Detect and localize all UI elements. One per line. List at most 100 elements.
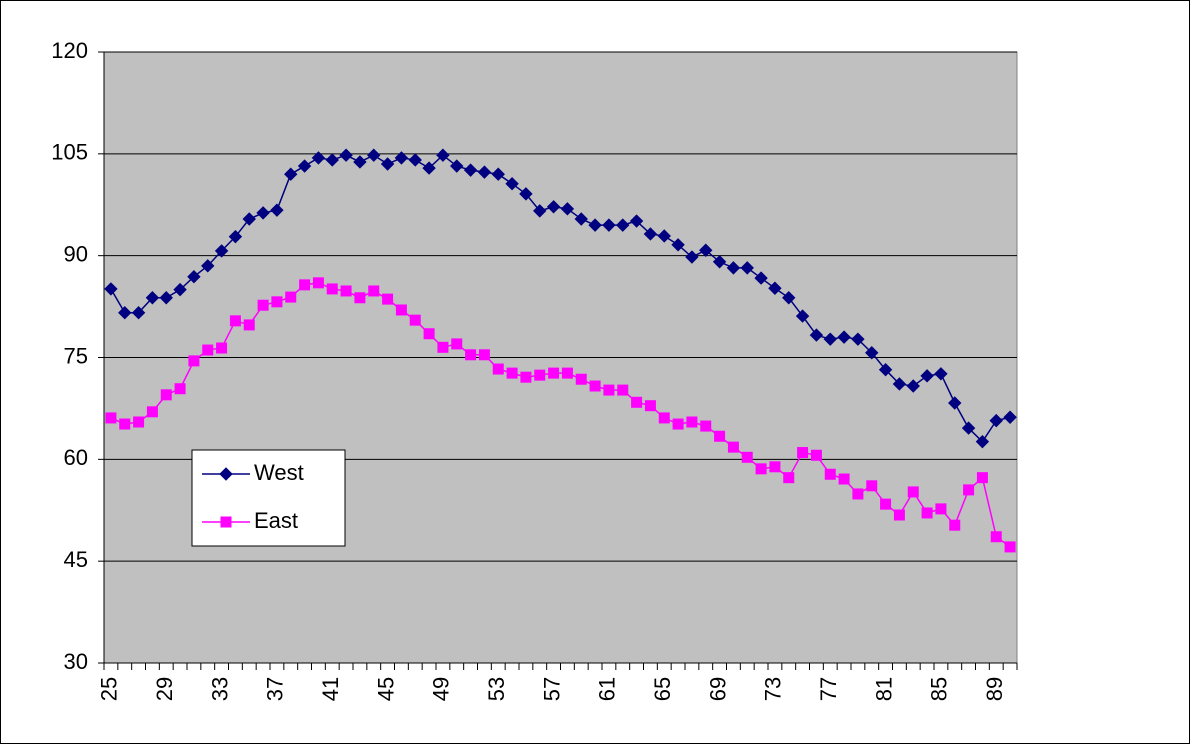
data-point xyxy=(256,206,270,220)
data-point xyxy=(961,421,976,435)
data-point xyxy=(643,227,658,241)
data-point xyxy=(560,202,575,216)
data-point xyxy=(422,161,436,175)
data-point xyxy=(188,355,200,367)
data-point xyxy=(989,413,1003,428)
data-point xyxy=(783,472,795,484)
x-tick-label: 81 xyxy=(871,677,896,701)
data-point xyxy=(686,416,698,428)
data-point xyxy=(173,282,187,297)
y-tick-label: 75 xyxy=(64,343,88,368)
data-point xyxy=(963,484,975,496)
data-point xyxy=(920,369,934,383)
data-point xyxy=(270,203,284,217)
data-point xyxy=(380,157,395,171)
data-point xyxy=(505,176,519,191)
data-point xyxy=(714,430,726,442)
x-tick-label: 61 xyxy=(595,677,620,701)
data-point xyxy=(755,463,767,475)
data-point xyxy=(187,270,201,284)
data-point xyxy=(603,384,615,396)
data-point xyxy=(257,299,269,311)
data-point xyxy=(548,367,560,379)
x-tick-label: 33 xyxy=(207,677,232,701)
data-point xyxy=(589,380,601,392)
data-point xyxy=(809,328,824,342)
data-point xyxy=(658,412,670,424)
data-point xyxy=(423,328,435,340)
data-point xyxy=(506,367,518,379)
x-tick-label: 49 xyxy=(429,677,454,701)
data-point xyxy=(478,349,490,361)
data-point xyxy=(382,293,394,305)
x-tick-label: 77 xyxy=(816,677,841,701)
data-point xyxy=(519,187,533,201)
data-point xyxy=(975,434,990,449)
data-point xyxy=(838,473,850,485)
data-point xyxy=(921,507,933,519)
data-point xyxy=(935,503,947,515)
x-tick-label: 41 xyxy=(318,677,343,701)
data-point xyxy=(146,406,158,418)
data-point xyxy=(546,200,561,214)
x-tick-label: 37 xyxy=(263,677,288,701)
y-tick-label: 90 xyxy=(64,241,88,266)
data-point xyxy=(851,332,865,346)
data-point xyxy=(409,314,421,326)
data-point xyxy=(782,291,796,305)
data-point xyxy=(202,344,214,356)
y-tick-label: 45 xyxy=(64,547,88,572)
data-point xyxy=(575,373,587,385)
data-point xyxy=(105,412,117,424)
x-tick-label: 89 xyxy=(982,677,1007,701)
data-point xyxy=(160,389,172,401)
data-point xyxy=(533,204,547,218)
data-point xyxy=(395,304,407,316)
legend-box xyxy=(191,449,346,547)
data-point xyxy=(685,250,699,264)
data-point xyxy=(229,315,241,327)
data-point xyxy=(299,279,311,291)
data-point xyxy=(520,371,532,383)
data-point xyxy=(340,285,352,297)
data-point xyxy=(463,163,478,177)
data-point xyxy=(880,498,892,510)
y-tick-label: 105 xyxy=(51,140,88,165)
data-point xyxy=(368,285,380,297)
data-point xyxy=(949,519,961,531)
data-point xyxy=(934,367,948,381)
legend-marker xyxy=(220,516,232,528)
data-point xyxy=(297,159,312,173)
data-point xyxy=(892,377,907,391)
data-point xyxy=(700,420,712,432)
data-point xyxy=(159,291,173,305)
data-point xyxy=(534,369,546,381)
data-point xyxy=(823,332,837,346)
data-point xyxy=(339,148,353,162)
data-point xyxy=(228,229,243,244)
y-tick-label: 60 xyxy=(64,445,88,470)
data-point xyxy=(133,416,145,428)
data-point xyxy=(119,418,131,430)
data-point xyxy=(243,319,255,331)
data-point xyxy=(561,367,573,379)
data-point xyxy=(1003,410,1017,424)
data-point xyxy=(768,281,782,295)
data-point xyxy=(216,342,228,354)
data-point xyxy=(145,291,160,305)
data-point xyxy=(906,379,920,393)
data-point xyxy=(671,238,685,252)
data-point xyxy=(852,488,864,500)
x-tick-label: 69 xyxy=(705,677,730,701)
data-point xyxy=(104,282,118,296)
x-tick-label: 29 xyxy=(152,677,177,701)
data-point xyxy=(797,447,809,459)
data-point xyxy=(451,338,463,350)
data-point xyxy=(588,218,602,232)
data-point xyxy=(408,153,422,167)
data-point xyxy=(727,441,739,453)
legend-label: East xyxy=(254,508,298,533)
data-point xyxy=(631,396,643,408)
data-point xyxy=(326,283,338,295)
